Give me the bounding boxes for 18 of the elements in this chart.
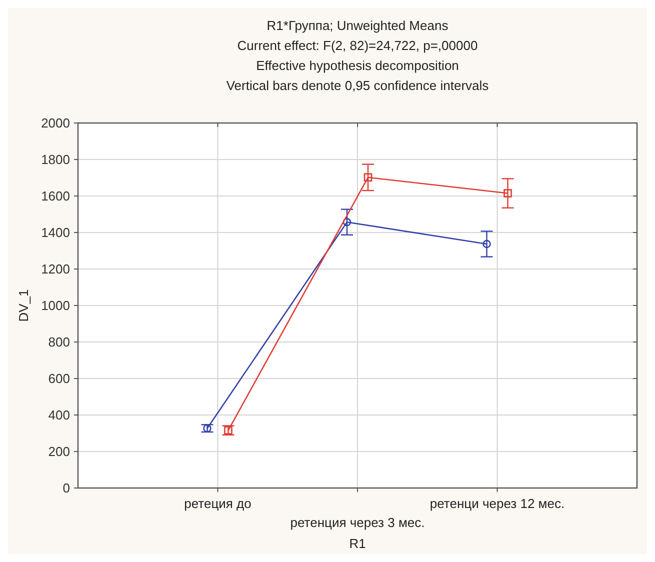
- x-axis-title: R1: [349, 536, 366, 551]
- y-tick-label: 1800: [41, 152, 70, 168]
- y-tick-label: 800: [48, 334, 70, 350]
- y-tick-label: 1600: [41, 188, 70, 204]
- y-tick-label: 400: [48, 408, 70, 423]
- y-tick-label: 600: [48, 371, 70, 386]
- y-axis-title: DV_1: [16, 289, 31, 322]
- x-tick-label: ретеция до: [184, 496, 252, 511]
- chart-subtitle: Current effect: F(2, 82)=24,722, p=,00000 Effective hypothesis decomposition Vertical bars denote 0,95 confidence intervals: [226, 38, 490, 93]
- y-tick-label: 1400: [41, 225, 70, 240]
- y-tick-label: 0: [62, 480, 70, 496]
- y-tick-label: 200: [48, 444, 70, 460]
- chart-title: R1*Группа; Unweighted Means: [266, 18, 449, 33]
- y-tick-label: 2000: [41, 116, 70, 131]
- y-tick-label: 1200: [41, 262, 70, 277]
- y-tick-label: 1000: [41, 298, 70, 314]
- x-tick-label: ретенци через 12 мес.: [430, 496, 565, 511]
- x-tick-label: ретенция через 3 мес.: [290, 515, 425, 530]
